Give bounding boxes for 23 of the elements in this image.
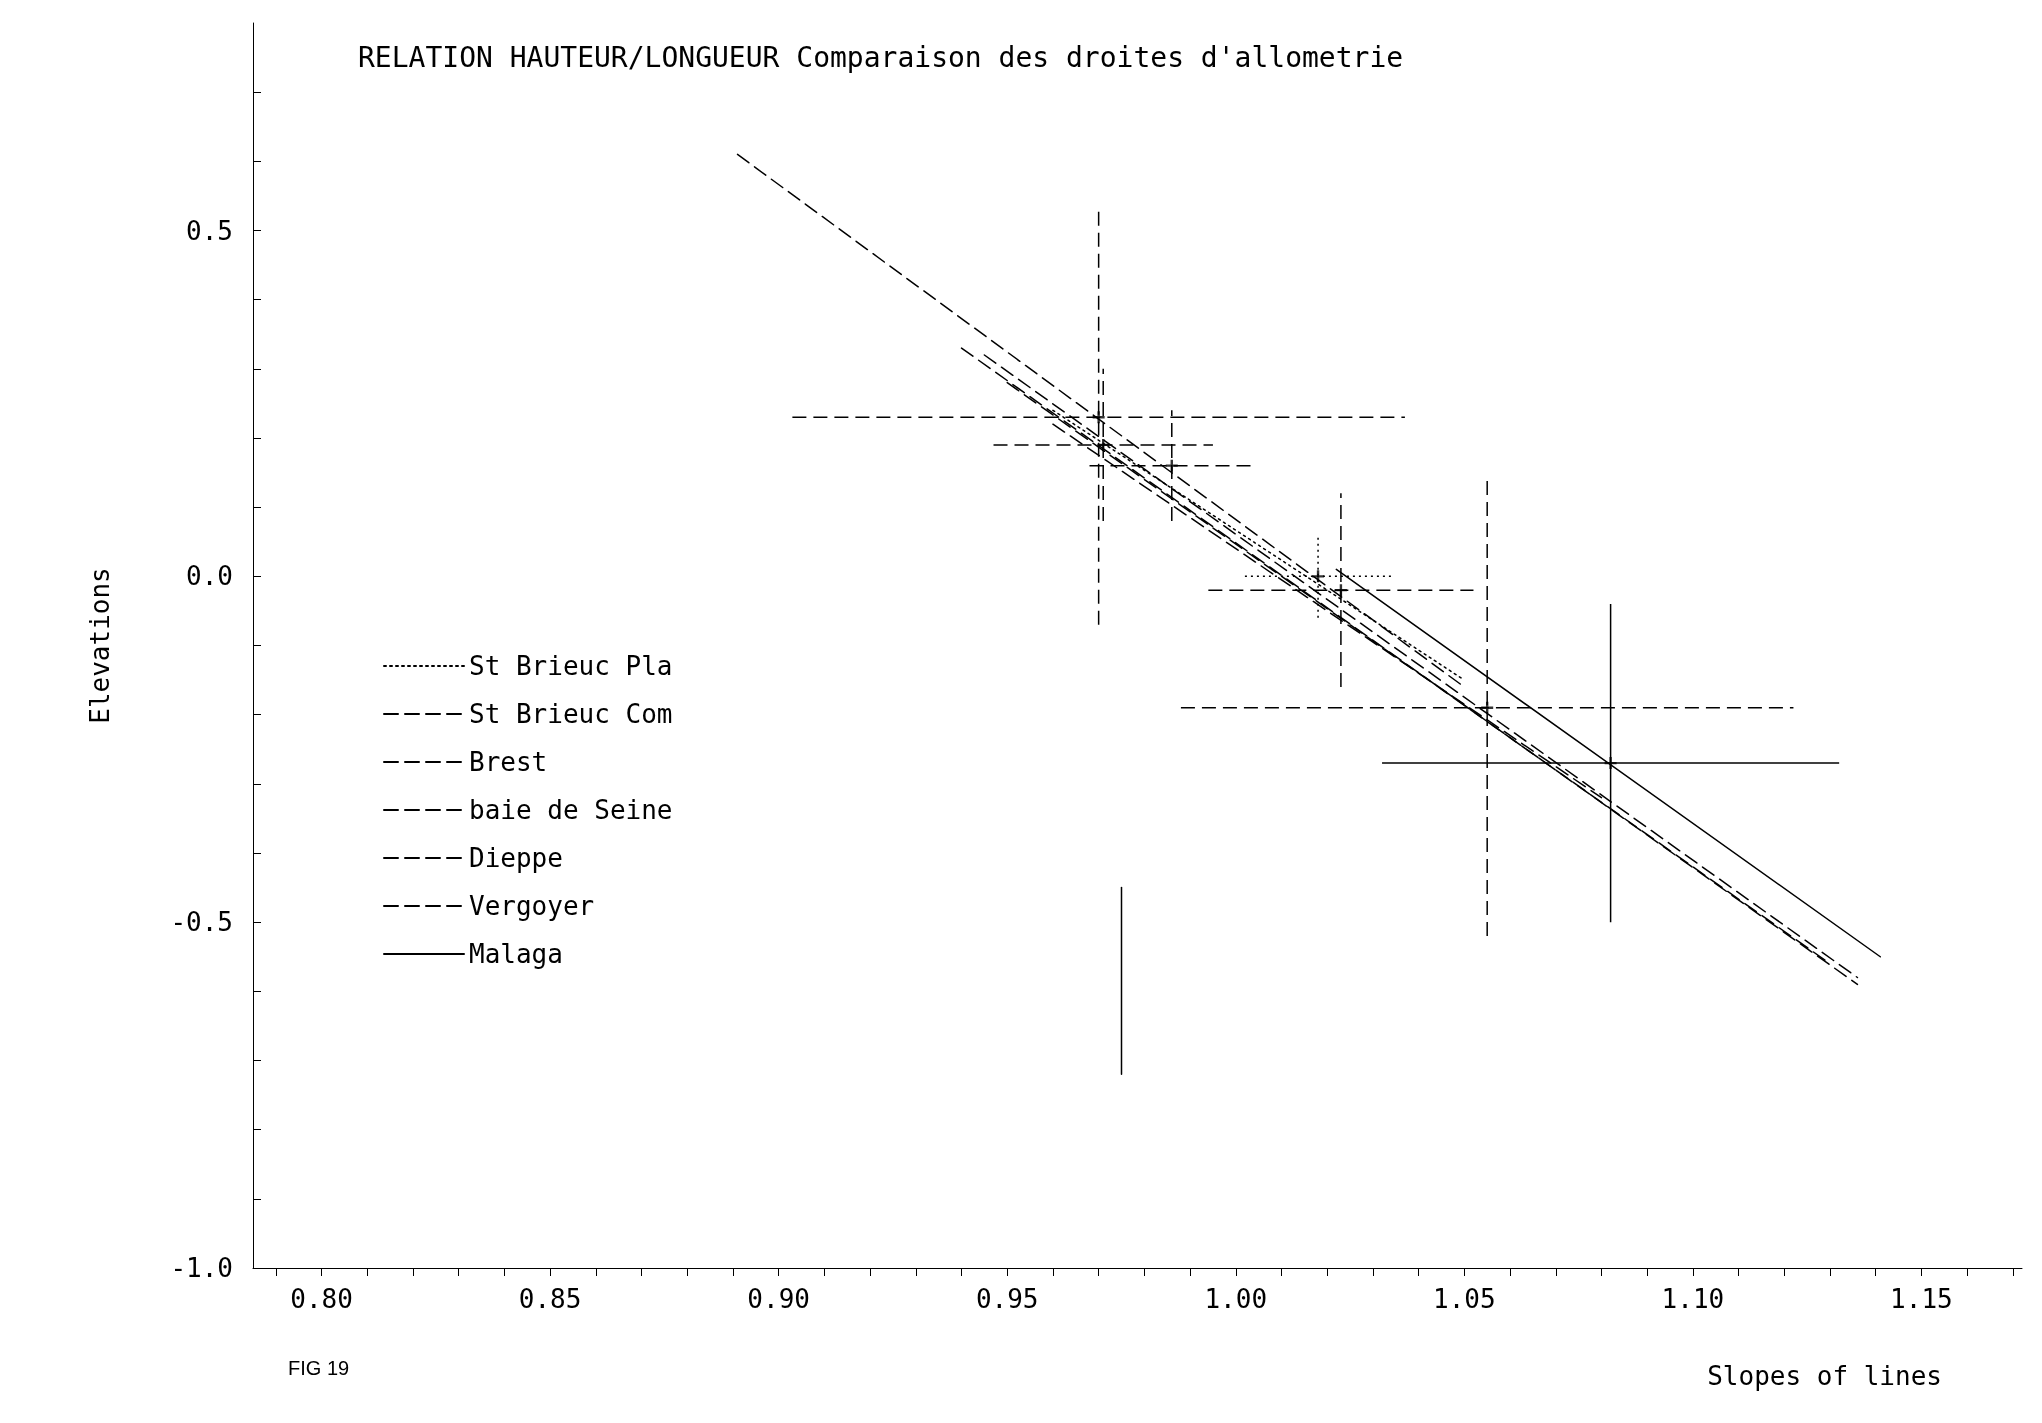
caption: FIG 19 <box>288 1357 350 1379</box>
legend-label: St Brieuc Com <box>469 699 673 729</box>
legend-label: Malaga <box>469 939 563 969</box>
legend-label: Dieppe <box>469 843 563 873</box>
y-tick-label: -0.5 <box>170 907 233 938</box>
x-tick-label: 1.00 <box>1204 1284 1268 1314</box>
x-axis-title: Slopes of lines <box>1707 1361 1942 1391</box>
y-tick-label: 0.5 <box>186 215 233 246</box>
x-tick-label: 1.05 <box>1433 1284 1496 1314</box>
legend-label: St Brieuc Pla <box>469 651 673 681</box>
y-tick-label: -1.0 <box>170 1253 233 1283</box>
y-axis-title: Elevations <box>85 567 115 724</box>
x-tick-label: 0.90 <box>747 1284 810 1314</box>
x-tick-label: 0.80 <box>290 1284 353 1314</box>
x-tick-label: 1.10 <box>1661 1284 1725 1314</box>
x-tick-label: 1.15 <box>1890 1284 1953 1314</box>
legend-label: Vergoyer <box>469 891 595 921</box>
legend-label: baie de Seine <box>469 795 673 825</box>
x-tick-label: 0.95 <box>975 1284 1039 1314</box>
x-tick-label: 0.85 <box>518 1284 582 1314</box>
y-tick-label: 0.0 <box>186 561 233 592</box>
legend-label: Brest <box>469 747 548 777</box>
text: RELATION HAUTEUR/LONGUEUR Comparaison des droites d'allometrie <box>358 40 1404 74</box>
